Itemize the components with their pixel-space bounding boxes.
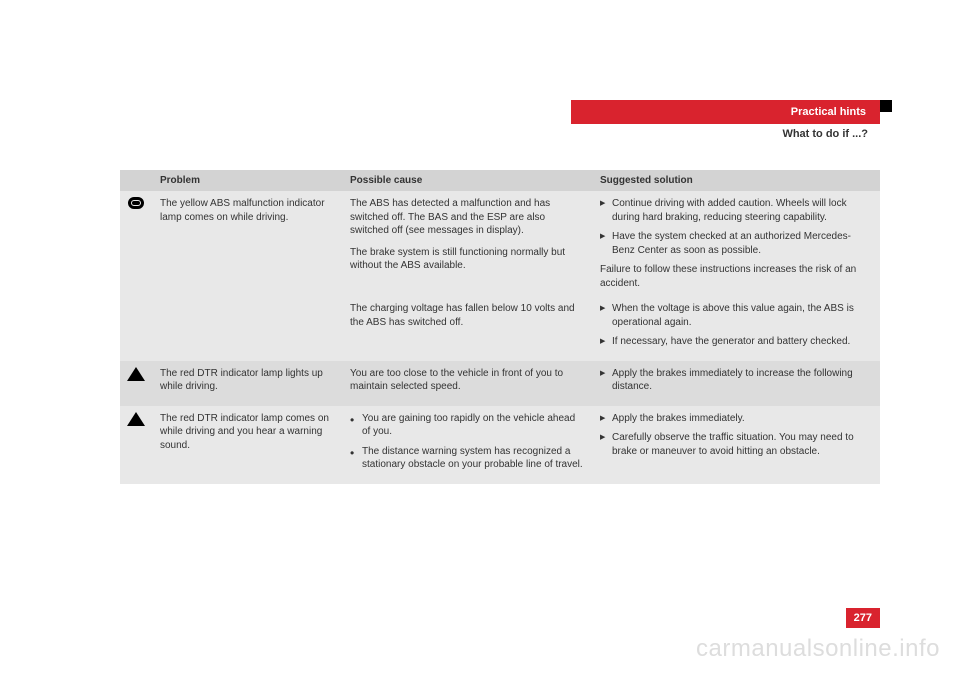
cause-text: The charging voltage has fallen below 10… bbox=[342, 296, 592, 361]
header-solution: Suggested solution bbox=[592, 170, 880, 191]
solution-item: Carefully observe the traffic situation.… bbox=[600, 431, 872, 458]
solution-list: Apply the brakes immediately to increase… bbox=[600, 367, 872, 394]
cause-text: You are gaining too rapidly on the vehic… bbox=[342, 406, 592, 484]
cause-para: The brake system is still functioning no… bbox=[350, 246, 584, 273]
table-row: The red DTR indicator lamp lights up whi… bbox=[120, 361, 880, 406]
header-icon-col bbox=[120, 170, 152, 191]
solution-list: When the voltage is above this value aga… bbox=[600, 302, 872, 349]
page-number: 277 bbox=[846, 608, 880, 628]
solution-text: Continue driving with added caution. Whe… bbox=[592, 191, 880, 296]
cause-para: The ABS has detected a malfunction and h… bbox=[350, 197, 584, 238]
solution-item: Apply the brakes immediately to increase… bbox=[600, 367, 872, 394]
header-problem: Problem bbox=[152, 170, 342, 191]
troubleshooting-table: Problem Possible cause Suggested solutio… bbox=[120, 170, 880, 484]
cause-item: The distance warning system has recogniz… bbox=[350, 445, 584, 472]
solution-item: If necessary, have the generator and bat… bbox=[600, 335, 872, 349]
table-row: The red DTR indicator lamp comes on whil… bbox=[120, 406, 880, 484]
solution-text: When the voltage is above this value aga… bbox=[592, 296, 880, 361]
solution-footer: Failure to follow these instructions inc… bbox=[600, 263, 872, 290]
solution-text: Apply the brakes immediately to increase… bbox=[592, 361, 880, 406]
cause-list: You are gaining too rapidly on the vehic… bbox=[350, 412, 584, 472]
solution-item: Continue driving with added caution. Whe… bbox=[600, 197, 872, 224]
solution-item: When the voltage is above this value aga… bbox=[600, 302, 872, 329]
section-subtitle: What to do if ...? bbox=[782, 128, 868, 140]
cause-text: You are too close to the vehicle in fron… bbox=[342, 361, 592, 406]
solution-list: Continue driving with added caution. Whe… bbox=[600, 197, 872, 257]
watermark: carmanualsonline.info bbox=[696, 635, 940, 663]
manual-page: Practical hints What to do if ...? Probl… bbox=[0, 0, 960, 140]
problem-text: The red DTR indicator lamp lights up whi… bbox=[152, 361, 342, 406]
cause-item: You are gaining too rapidly on the vehic… bbox=[350, 412, 584, 439]
header-tab bbox=[880, 100, 892, 112]
table-row: The charging voltage has fallen below 10… bbox=[120, 296, 880, 361]
table-header-row: Problem Possible cause Suggested solutio… bbox=[120, 170, 880, 191]
problem-text: The red DTR indicator lamp comes on whil… bbox=[152, 406, 342, 484]
section-title: Practical hints bbox=[791, 106, 866, 118]
solution-list: Apply the brakes immediately. Carefully … bbox=[600, 412, 872, 459]
icon-empty bbox=[120, 296, 152, 361]
header-cause: Possible cause bbox=[342, 170, 592, 191]
warning-triangle-icon bbox=[120, 406, 152, 484]
cause-para: The charging voltage has fallen below 10… bbox=[350, 302, 584, 329]
abs-icon bbox=[120, 191, 152, 296]
problem-empty bbox=[152, 296, 342, 361]
solution-item: Have the system checked at an authorized… bbox=[600, 230, 872, 257]
solution-text: Apply the brakes immediately. Carefully … bbox=[592, 406, 880, 484]
table-row: The yellow ABS malfunction indicator lam… bbox=[120, 191, 880, 296]
solution-item: Apply the brakes immediately. bbox=[600, 412, 872, 426]
section-header: Practical hints bbox=[571, 100, 880, 124]
cause-text: The ABS has detected a malfunction and h… bbox=[342, 191, 592, 296]
warning-triangle-icon bbox=[120, 361, 152, 406]
problem-text: The yellow ABS malfunction indicator lam… bbox=[152, 191, 342, 296]
